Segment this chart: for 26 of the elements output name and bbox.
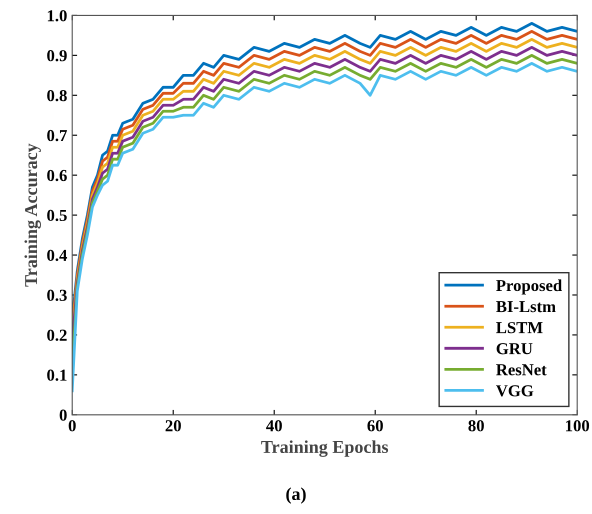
x-tick-label: 20 — [166, 420, 181, 432]
y-tick-label: 0.6 — [47, 170, 67, 182]
legend-label: VGG — [496, 385, 534, 396]
x-tick-label: 60 — [367, 420, 383, 432]
legend-label: ResNet — [496, 364, 547, 376]
text: (a) — [286, 487, 306, 504]
legend-label: Proposed — [496, 279, 562, 295]
y-tick-label: 0.5 — [47, 210, 67, 222]
y-tick-label: 0.2 — [47, 330, 67, 341]
y-tick-label: 0.1 — [47, 370, 66, 381]
y-tick-label: 0 — [60, 409, 67, 421]
y-tick-label: 0.3 — [47, 290, 67, 302]
x-axis-title: Training Epochs — [261, 440, 388, 457]
x-tick-label: 80 — [468, 420, 484, 432]
y-tick-label: 1.0 — [48, 10, 67, 22]
x-tick-label: 40 — [266, 420, 282, 432]
y-axis-title: Training Accuracy — [24, 143, 41, 287]
legend-label: LSTM — [496, 322, 543, 334]
legend-label: BI-Lstm — [496, 301, 556, 312]
y-tick-label: 0.4 — [47, 250, 68, 262]
x-tick-label: 100 — [566, 420, 590, 432]
y-tick-label: 0.9 — [47, 50, 67, 62]
y-tick-label: 0.7 — [47, 130, 67, 142]
legend-label: GRU — [496, 343, 532, 354]
x-tick-label: 0 — [68, 420, 76, 432]
y-tick-label: 0.8 — [47, 90, 67, 102]
